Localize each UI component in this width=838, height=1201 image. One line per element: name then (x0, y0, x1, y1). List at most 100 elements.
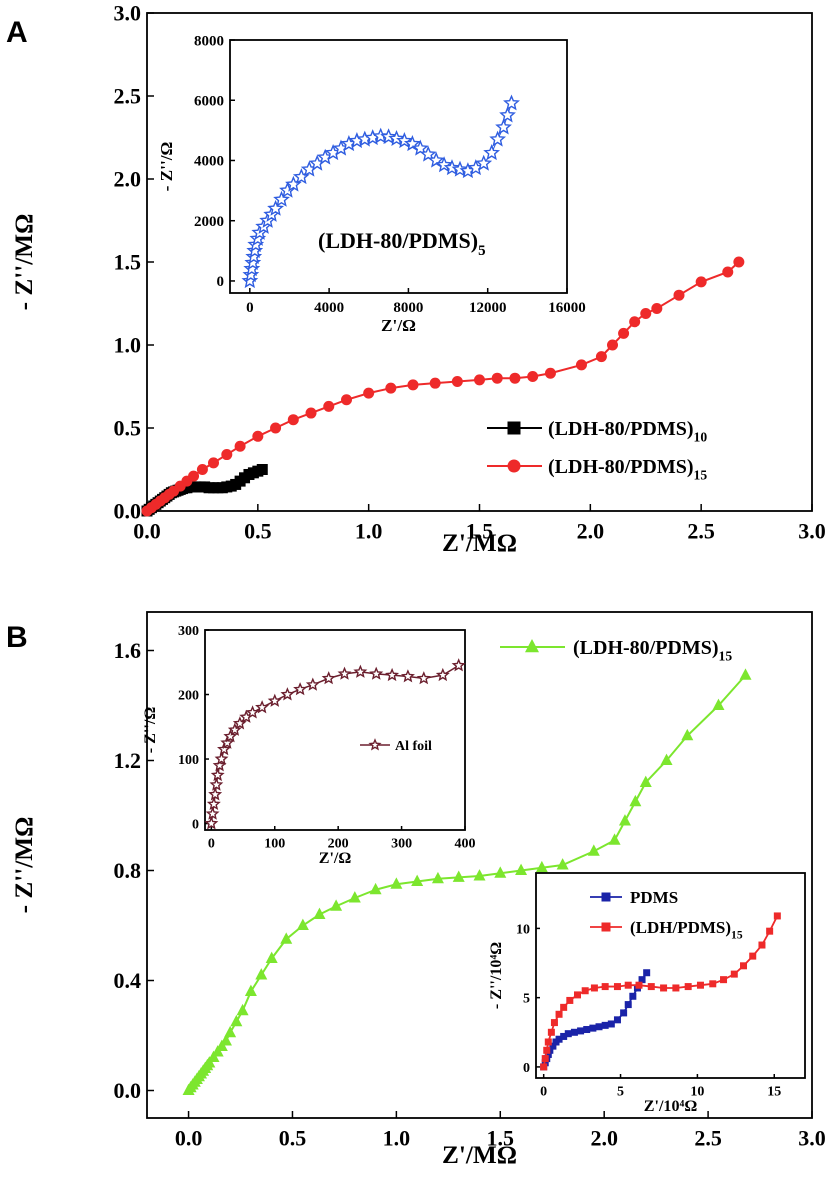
data-point (323, 400, 335, 412)
y-tick-label: 4000 (194, 154, 224, 170)
x-tick-label: 1.0 (355, 519, 383, 544)
x-tick-label: 10 (690, 1085, 704, 1100)
x-tick-label: 15 (767, 1085, 781, 1100)
data-point (411, 874, 424, 886)
data-point (245, 705, 260, 719)
data-point (595, 351, 607, 363)
chart-B-inset-top: 0 100 200 300 400 0 100 200 300 Z'/Ω - Z''/Ω Al foi… (142, 624, 476, 867)
data-point (474, 374, 485, 386)
data-point (722, 266, 734, 278)
data-point (296, 918, 309, 930)
data-point (509, 372, 521, 384)
data-point (629, 316, 641, 328)
data-point (535, 860, 548, 873)
data-point (566, 996, 574, 1004)
data-point (385, 382, 397, 394)
data-point (400, 669, 415, 683)
data-point (601, 1021, 609, 1029)
data-point (341, 394, 352, 406)
data-point (720, 976, 728, 984)
y-tick-label: 2000 (194, 214, 224, 230)
data-point (451, 376, 463, 388)
data-point (443, 159, 461, 176)
data-point (733, 256, 745, 268)
data-point (540, 1063, 548, 1071)
data-point (224, 1025, 237, 1038)
data-point (647, 983, 655, 991)
y-tick-label: 1.5 (114, 250, 142, 275)
series-al-foil (204, 658, 466, 830)
series--ldh-pdms-15 (540, 912, 781, 1071)
x-axis-label: Z'/Ω (381, 316, 416, 335)
y-tick-label: 5 (523, 992, 530, 1007)
x-tick-label: 1.5 (487, 1126, 515, 1151)
y-tick-label: 0.8 (114, 858, 142, 883)
data-point (205, 806, 220, 820)
legend-label: (LDH-80/PDMS)15 (548, 456, 707, 482)
data-point (660, 753, 673, 765)
data-point (489, 130, 507, 147)
data-point (560, 1003, 568, 1011)
data-point (208, 457, 219, 469)
x-tick-label: 300 (391, 837, 412, 852)
data-point (618, 327, 630, 339)
charts-layer: 0.0 0.5 1.0 1.5 2.0 2.5 3.0 0.0 0.5 1.0 1.5 2.0 2.5 3… (10, 1, 826, 1169)
data-point (212, 758, 227, 772)
data-point (217, 742, 232, 756)
series--ldh-80-pdms-15 (141, 256, 745, 517)
data-point (495, 118, 512, 135)
x-axis-label: Z'/10⁴Ω (644, 1098, 698, 1115)
data-point (353, 664, 368, 678)
x-tick-label: 1.0 (383, 1126, 411, 1151)
data-point (267, 693, 282, 707)
data-point (673, 289, 685, 301)
data-point (431, 871, 444, 884)
data-point (473, 869, 486, 881)
data-point (221, 449, 233, 461)
data-point (639, 775, 652, 787)
x-tick-label: 1.5 (466, 519, 494, 544)
x-tick-label: 2.5 (687, 519, 715, 544)
data-point (595, 1023, 603, 1031)
legend-marker (601, 892, 611, 902)
legend-label: (LDH/PDMS)15 (630, 918, 743, 941)
data-point (451, 160, 469, 177)
y-tick-label: 0.5 (114, 416, 142, 441)
data-point (214, 751, 229, 766)
x-tick-label: 0 (540, 1085, 547, 1100)
series-data (241, 94, 520, 289)
data-point (589, 1024, 597, 1032)
data-point (267, 199, 285, 216)
plot-frame (535, 872, 806, 1079)
data-point (773, 912, 781, 920)
data-point (219, 1034, 232, 1046)
data-point (581, 987, 589, 995)
data-point (547, 1028, 555, 1036)
y-tick-label: 2.0 (114, 167, 142, 192)
data-point (555, 1035, 563, 1043)
y-tick-label: 0 (523, 1061, 530, 1076)
data-point (416, 671, 431, 685)
data-point (629, 794, 642, 807)
data-point (556, 858, 569, 870)
legend-marker (507, 459, 521, 473)
data-point (575, 359, 587, 371)
data-point (230, 1014, 243, 1027)
y-tick-label: 6000 (194, 93, 224, 109)
data-point (618, 814, 631, 826)
data-point (287, 414, 299, 426)
data-point (541, 1055, 549, 1063)
data-point (206, 796, 221, 811)
plot-frame (229, 39, 568, 294)
data-point (550, 1019, 558, 1027)
data-point (544, 367, 556, 379)
data-point (337, 666, 352, 680)
legend-marker (525, 638, 539, 653)
data-point (188, 470, 200, 482)
data-point (293, 682, 308, 696)
data-point (280, 932, 293, 944)
y-axis-label: - Z''/Ω (142, 707, 159, 754)
data-point (204, 816, 219, 830)
x-tick-label: 4000 (314, 300, 344, 316)
